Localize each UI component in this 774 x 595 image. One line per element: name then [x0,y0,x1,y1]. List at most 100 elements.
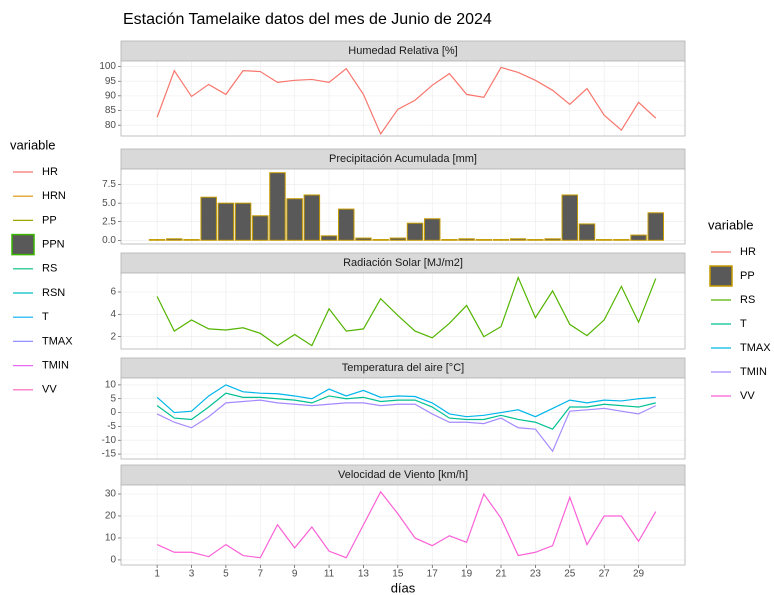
y-tick-label: 100 [99,61,116,72]
bar [183,239,200,241]
panel-border [120,168,686,245]
legend-title: variable [10,137,56,152]
x-tick-label: 29 [633,569,645,580]
x-tick-label: 15 [392,569,404,580]
bar [320,235,338,241]
bar [647,212,665,241]
y-tick-label: 4 [110,309,116,320]
series-line [156,275,657,347]
chart-title: Estación Tamelaike datos del mes de Juni… [123,11,492,28]
x-tick-label: 11 [324,569,335,580]
strip-title: Velocidad de Viento [km/h] [338,469,468,481]
y-tick-label: -15 [102,449,117,460]
x-tick-label: 1 [154,569,160,580]
bar [423,218,441,241]
legend-label: T [740,318,747,330]
strip-title: Humedad Relativa [%] [348,45,457,57]
panel-border [120,484,686,566]
bar [338,208,355,241]
y-tick-label: 5 [110,393,116,404]
legend-label: T [42,311,49,323]
bar [166,238,183,241]
series-line [156,392,656,430]
legend-key [709,265,733,287]
panel-border [120,377,686,460]
panel [121,273,685,349]
bar [458,238,475,241]
y-tick-label: 20 [105,511,117,522]
legend-label: RS [740,294,755,306]
strip-title: Precipitación Acumulada [mm] [329,153,477,165]
series-line [156,490,657,559]
y-tick-label: 10 [105,380,117,391]
bar [475,239,493,241]
y-tick-label: 0 [110,555,116,566]
y-tick-label: 2.5 [102,216,116,227]
series-line [156,399,657,453]
legend-label: RS [42,263,57,275]
legend-label: TMIN [740,366,767,378]
bar [527,239,544,241]
bar [389,237,407,241]
y-tick-label: -5 [107,421,116,432]
bar [630,234,647,241]
series-line [156,66,657,136]
bar [286,198,303,241]
legend-label: TMIN [42,360,69,372]
strip-title: Temperatura del aire [°C] [342,362,464,374]
bar [200,196,217,241]
panel [121,485,685,565]
legend-title: variable [708,217,754,232]
legend-label: HR [42,166,58,178]
legend-label: HRN [42,190,66,202]
bar [561,194,579,241]
bar [355,237,372,241]
y-tick-label: 6 [110,287,116,298]
legend-label: PP [740,270,755,282]
y-tick-label: 7.5 [102,179,116,190]
bar [613,239,630,241]
y-tick-label: 30 [105,489,117,500]
panel-border [120,272,686,350]
x-tick-label: 9 [292,569,298,580]
bar [148,239,166,241]
bar [406,222,424,241]
bar [509,238,527,241]
legend-key [11,233,35,256]
bar [578,223,596,241]
bar [303,194,321,241]
y-tick-label: 10 [105,533,117,544]
x-tick-label: 27 [599,569,611,580]
x-tick-label: 3 [189,569,195,580]
bar [492,239,510,241]
y-tick-label: -10 [102,435,117,446]
legend-label: TMAX [740,342,771,354]
bar [217,202,235,241]
legend-label: RSN [42,287,65,299]
x-axis-title: días [391,580,416,595]
legend-label: HR [740,246,756,258]
strip-title: Radiación Solar [MJ/m2] [343,257,463,269]
panel-border [120,60,686,137]
y-tick-label: 2 [110,331,116,342]
y-tick-label: 5.0 [102,198,116,209]
x-tick-label: 19 [461,569,473,580]
y-tick-label: 0 [110,407,116,418]
y-tick-label: 0.0 [102,235,116,246]
x-tick-label: 17 [427,569,439,580]
bar [234,202,252,241]
bar [372,239,389,241]
legend-label: PPN [42,239,65,251]
legend-label: PP [42,214,57,226]
legend-label: VV [740,390,755,402]
x-tick-label: 23 [530,569,542,580]
panel [121,61,685,136]
bar [252,215,269,241]
bar [544,238,561,241]
x-tick-label: 21 [495,569,507,580]
bar [595,239,613,241]
x-tick-label: 7 [257,569,263,580]
x-tick-label: 25 [564,569,576,580]
legend-label: TMAX [42,335,73,347]
y-tick-label: 80 [105,120,117,131]
